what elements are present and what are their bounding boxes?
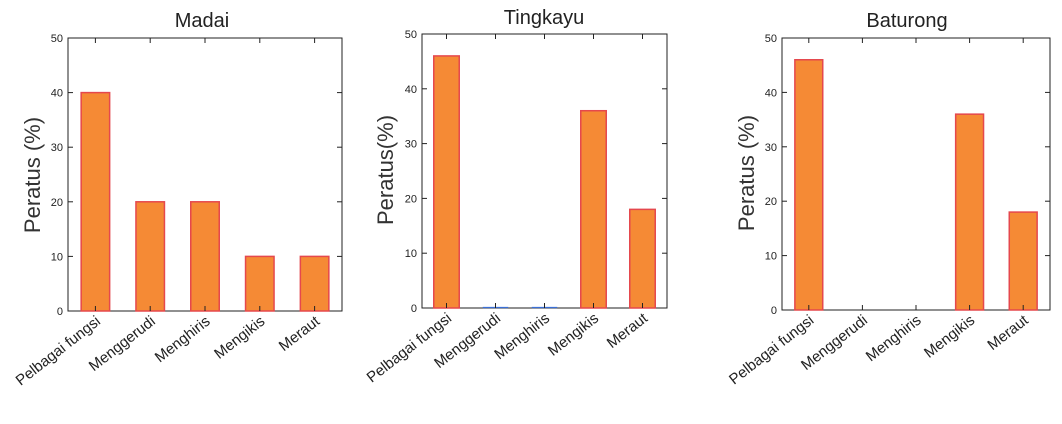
y-axis-label: Peratus(%) bbox=[373, 115, 398, 225]
x-tick-label: Menghiris bbox=[863, 312, 925, 365]
y-tick-label: 50 bbox=[405, 29, 417, 41]
x-tick-label: Meraut bbox=[276, 312, 324, 355]
bar-meraut bbox=[299, 255, 330, 312]
bar-mengikis bbox=[580, 109, 607, 309]
bar-mengikis bbox=[954, 113, 985, 311]
bar-meraut bbox=[629, 208, 656, 309]
y-tick-label: 30 bbox=[765, 142, 777, 154]
y-tick-label: 40 bbox=[51, 88, 63, 100]
x-tick-label: Mengikis bbox=[545, 310, 602, 360]
chart-title: Tingkayu bbox=[504, 7, 584, 29]
x-tick-label: Mengikis bbox=[921, 312, 978, 362]
x-tick-label: Meraut bbox=[984, 311, 1032, 354]
chart-panel-baturong: Baturong Peratus (%) 0 10 20 30 40 50 Pelbagai… bbox=[726, 10, 1051, 389]
y-axis-label: Peratus (%) bbox=[20, 117, 45, 233]
x-tick-label: Pelbagai fungsi bbox=[13, 313, 104, 390]
chart-title: Baturong bbox=[866, 10, 947, 32]
y-tick-label: 40 bbox=[405, 84, 417, 96]
bar-menggerudi bbox=[135, 201, 166, 312]
y-tick-label: 20 bbox=[765, 196, 777, 208]
bar-meraut bbox=[1008, 211, 1038, 311]
bar-pelbagai-fungsi bbox=[433, 55, 460, 309]
y-tick-label: 10 bbox=[51, 251, 63, 263]
bar-menghiris bbox=[190, 201, 220, 312]
y-tick-label: 20 bbox=[51, 197, 63, 209]
x-tick-label: Meraut bbox=[604, 309, 652, 352]
x-tick-label: Mengikis bbox=[211, 313, 268, 363]
y-tick-label: 40 bbox=[765, 87, 777, 99]
bar-pelbagai-fungsi bbox=[794, 59, 824, 311]
y-tick-label: 0 bbox=[411, 303, 417, 315]
y-tick-label: 20 bbox=[405, 193, 417, 205]
x-tick-label: Pelbagai fungsi bbox=[364, 310, 455, 387]
chart-panel-madai: Madai Peratus (%) 0 10 20 30 40 50 Pelbagai fu… bbox=[13, 10, 343, 390]
y-tick-label: 50 bbox=[51, 33, 63, 45]
bar-mengikis bbox=[244, 255, 275, 312]
x-tick-label: Menghiris bbox=[152, 313, 214, 366]
y-tick-label: 10 bbox=[765, 251, 777, 263]
x-tick-label: Pelbagai fungsi bbox=[726, 312, 817, 389]
chart-title: Madai bbox=[175, 10, 229, 32]
y-tick-label: 0 bbox=[57, 306, 63, 318]
y-tick-label: 10 bbox=[405, 248, 417, 260]
y-tick-label: 50 bbox=[765, 33, 777, 45]
bar-pelbagai-fungsi bbox=[80, 91, 111, 312]
x-tick-label: Menghiris bbox=[491, 310, 553, 363]
y-tick-label: 30 bbox=[405, 139, 417, 151]
y-axis-label: Peratus (%) bbox=[734, 115, 759, 231]
y-tick-label: 0 bbox=[771, 305, 777, 317]
chart-panel-tingkayu: Tingkayu Peratus(%) 0 10 20 30 40 50 Pelbagai … bbox=[364, 7, 668, 387]
y-tick-label: 30 bbox=[51, 142, 63, 154]
